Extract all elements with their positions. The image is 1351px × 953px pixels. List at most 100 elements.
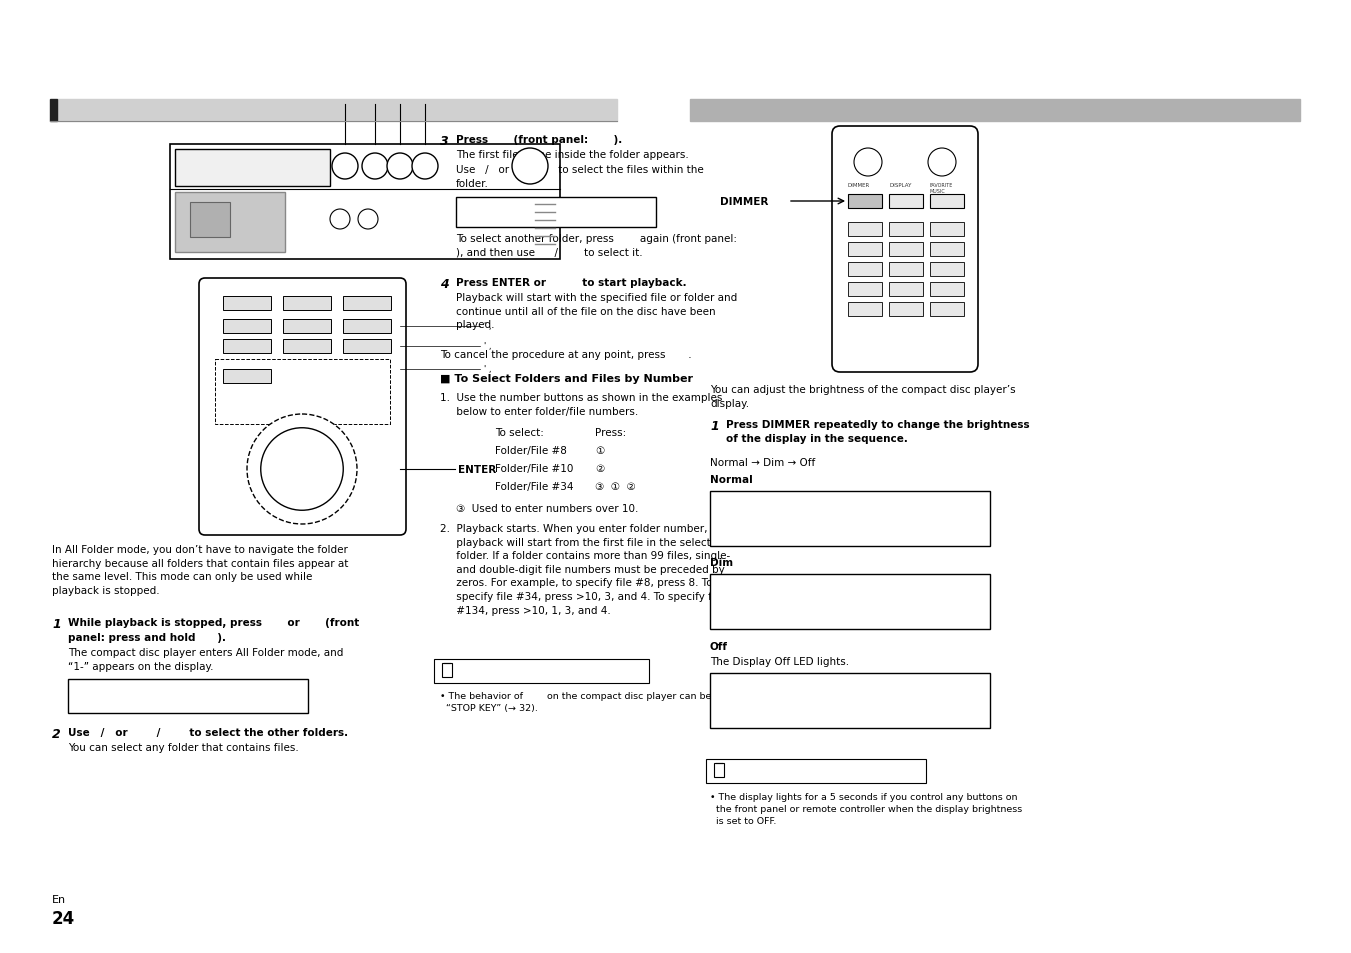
Bar <box>848 303 882 316</box>
Text: En: En <box>51 894 66 904</box>
Bar <box>929 223 965 236</box>
Text: Selecting Files in All Folder Mode: Selecting Files in All Folder Mode <box>63 105 297 117</box>
Circle shape <box>854 149 882 177</box>
Text: ' ,: ' , <box>484 365 492 375</box>
Bar <box>343 319 390 334</box>
Bar <box>68 679 308 713</box>
Text: Note: Note <box>730 766 758 776</box>
Bar <box>929 263 965 276</box>
Bar <box>889 303 923 316</box>
Text: panel: press and hold      ).: panel: press and hold ). <box>68 633 226 642</box>
Bar <box>343 339 390 354</box>
Text: ∧: ∧ <box>300 418 304 424</box>
Text: MP3: MP3 <box>717 497 732 502</box>
Bar <box>929 194 965 209</box>
Circle shape <box>261 428 343 511</box>
Text: To select:: To select: <box>494 428 544 437</box>
Bar <box>929 243 965 256</box>
Text: 24: 24 <box>51 909 76 927</box>
Text: Folder/File #8: Folder/File #8 <box>494 446 567 456</box>
Bar <box>690 100 1300 122</box>
Bar <box>176 193 285 253</box>
Text: ③  ①  ②: ③ ① ② <box>594 481 636 492</box>
Text: The first file name inside the folder appears.: The first file name inside the folder ap… <box>457 150 689 160</box>
Text: You can select any folder that contains files.: You can select any folder that contains … <box>68 742 299 752</box>
Text: ②: ② <box>594 463 604 474</box>
Text: The compact disc player enters All Folder mode, and
“1-” appears on the display.: The compact disc player enters All Folde… <box>68 647 343 671</box>
Text: 1: 1 <box>711 419 719 433</box>
Text: Use   /   or        /        to select the other folders.: Use / or / to select the other folders. <box>68 727 349 738</box>
Circle shape <box>247 415 357 524</box>
Bar <box>190 203 230 237</box>
Text: Off: Off <box>711 641 728 651</box>
Text: Playback will start with the specified file or folder and
continue until all of : Playback will start with the specified f… <box>457 293 738 330</box>
Bar <box>848 194 882 209</box>
Text: Setting the Display Brightness: Setting the Display Brightness <box>698 105 912 117</box>
Text: ' ,: ' , <box>484 322 492 331</box>
Bar <box>170 145 561 260</box>
Bar <box>50 100 57 122</box>
Text: 2.  Playback starts. When you enter folder number,
     playback will start from: 2. Playback starts. When you enter folde… <box>440 523 731 615</box>
Circle shape <box>358 210 378 230</box>
Text: MP3: MP3 <box>717 579 732 585</box>
Bar <box>176 150 330 187</box>
Text: Note: Note <box>458 666 486 677</box>
Text: To select another folder, press        again (front panel:
), and then use      : To select another folder, press again (f… <box>457 233 738 257</box>
FancyBboxPatch shape <box>832 127 978 373</box>
FancyBboxPatch shape <box>199 278 407 536</box>
Bar <box>434 659 648 683</box>
Text: ①: ① <box>594 446 604 456</box>
Text: 1: 1 <box>51 618 61 630</box>
Text: In All Folder mode, you don’t have to navigate the folder
hierarchy because all : In All Folder mode, you don’t have to na… <box>51 544 349 596</box>
Text: DIMMER: DIMMER <box>720 196 769 207</box>
Circle shape <box>332 153 358 180</box>
Bar <box>713 763 724 778</box>
Bar <box>848 263 882 276</box>
Bar <box>929 283 965 296</box>
Text: Normal: Normal <box>711 475 753 484</box>
Circle shape <box>330 210 350 230</box>
Text: MP3: MP3 <box>462 201 477 207</box>
Circle shape <box>362 153 388 180</box>
Text: >: > <box>347 467 354 473</box>
Bar <box>848 283 882 296</box>
Bar <box>215 359 390 424</box>
Text: CONNY: CONNY <box>516 203 566 216</box>
Bar <box>929 303 965 316</box>
Bar <box>889 283 923 296</box>
Text: ③  Used to enter numbers over 10.: ③ Used to enter numbers over 10. <box>457 503 639 514</box>
Bar <box>457 198 657 228</box>
Text: The Display Off LED lights.: The Display Off LED lights. <box>711 657 850 666</box>
Text: DISPLAY: DISPLAY <box>890 183 912 188</box>
Text: DOLBY: DOLBY <box>634 201 650 206</box>
Bar <box>889 243 923 256</box>
Bar <box>889 223 923 236</box>
Text: Press       (front panel:       ).: Press (front panel: ). <box>457 135 623 145</box>
Text: DOLBY
DIGITAL: DOLBY DIGITAL <box>966 497 985 509</box>
Text: FOLDER: FOLDER <box>128 682 150 687</box>
Text: You can adjust the brightness of the compact disc player’s
display.: You can adjust the brightness of the com… <box>711 385 1016 408</box>
Text: 2: 2 <box>51 727 61 740</box>
Text: TRACK: TRACK <box>765 578 782 582</box>
Text: Press DIMMER repeatedly to change the brightness
of the display in the sequence.: Press DIMMER repeatedly to change the br… <box>725 419 1029 443</box>
Bar <box>282 319 331 334</box>
Text: Folder/File #34: Folder/File #34 <box>494 481 574 492</box>
Circle shape <box>412 153 438 180</box>
Circle shape <box>928 149 957 177</box>
Text: FAVORITE
MUSIC: FAVORITE MUSIC <box>929 183 954 194</box>
Bar <box>442 663 453 678</box>
Bar <box>889 194 923 209</box>
Bar <box>707 760 925 783</box>
Text: Press ENTER or          to start playback.: Press ENTER or to start playback. <box>457 277 686 288</box>
Text: 1¯  1¯ P  3: 1¯ 1¯ P 3 <box>141 687 224 702</box>
Text: DOLBY
DIGITAL: DOLBY DIGITAL <box>966 580 985 592</box>
Text: 3: 3 <box>440 135 449 148</box>
Text: ENTER: ENTER <box>458 464 496 475</box>
Text: ' ,: ' , <box>484 342 492 351</box>
Text: To cancel the procedure at any point, press       .: To cancel the procedure at any point, pr… <box>440 350 692 359</box>
Bar <box>343 296 390 311</box>
Bar <box>282 296 331 311</box>
Circle shape <box>386 153 413 180</box>
Text: 100%
DOLBY: 100% DOLBY <box>288 683 304 695</box>
Text: Press:: Press: <box>594 428 627 437</box>
